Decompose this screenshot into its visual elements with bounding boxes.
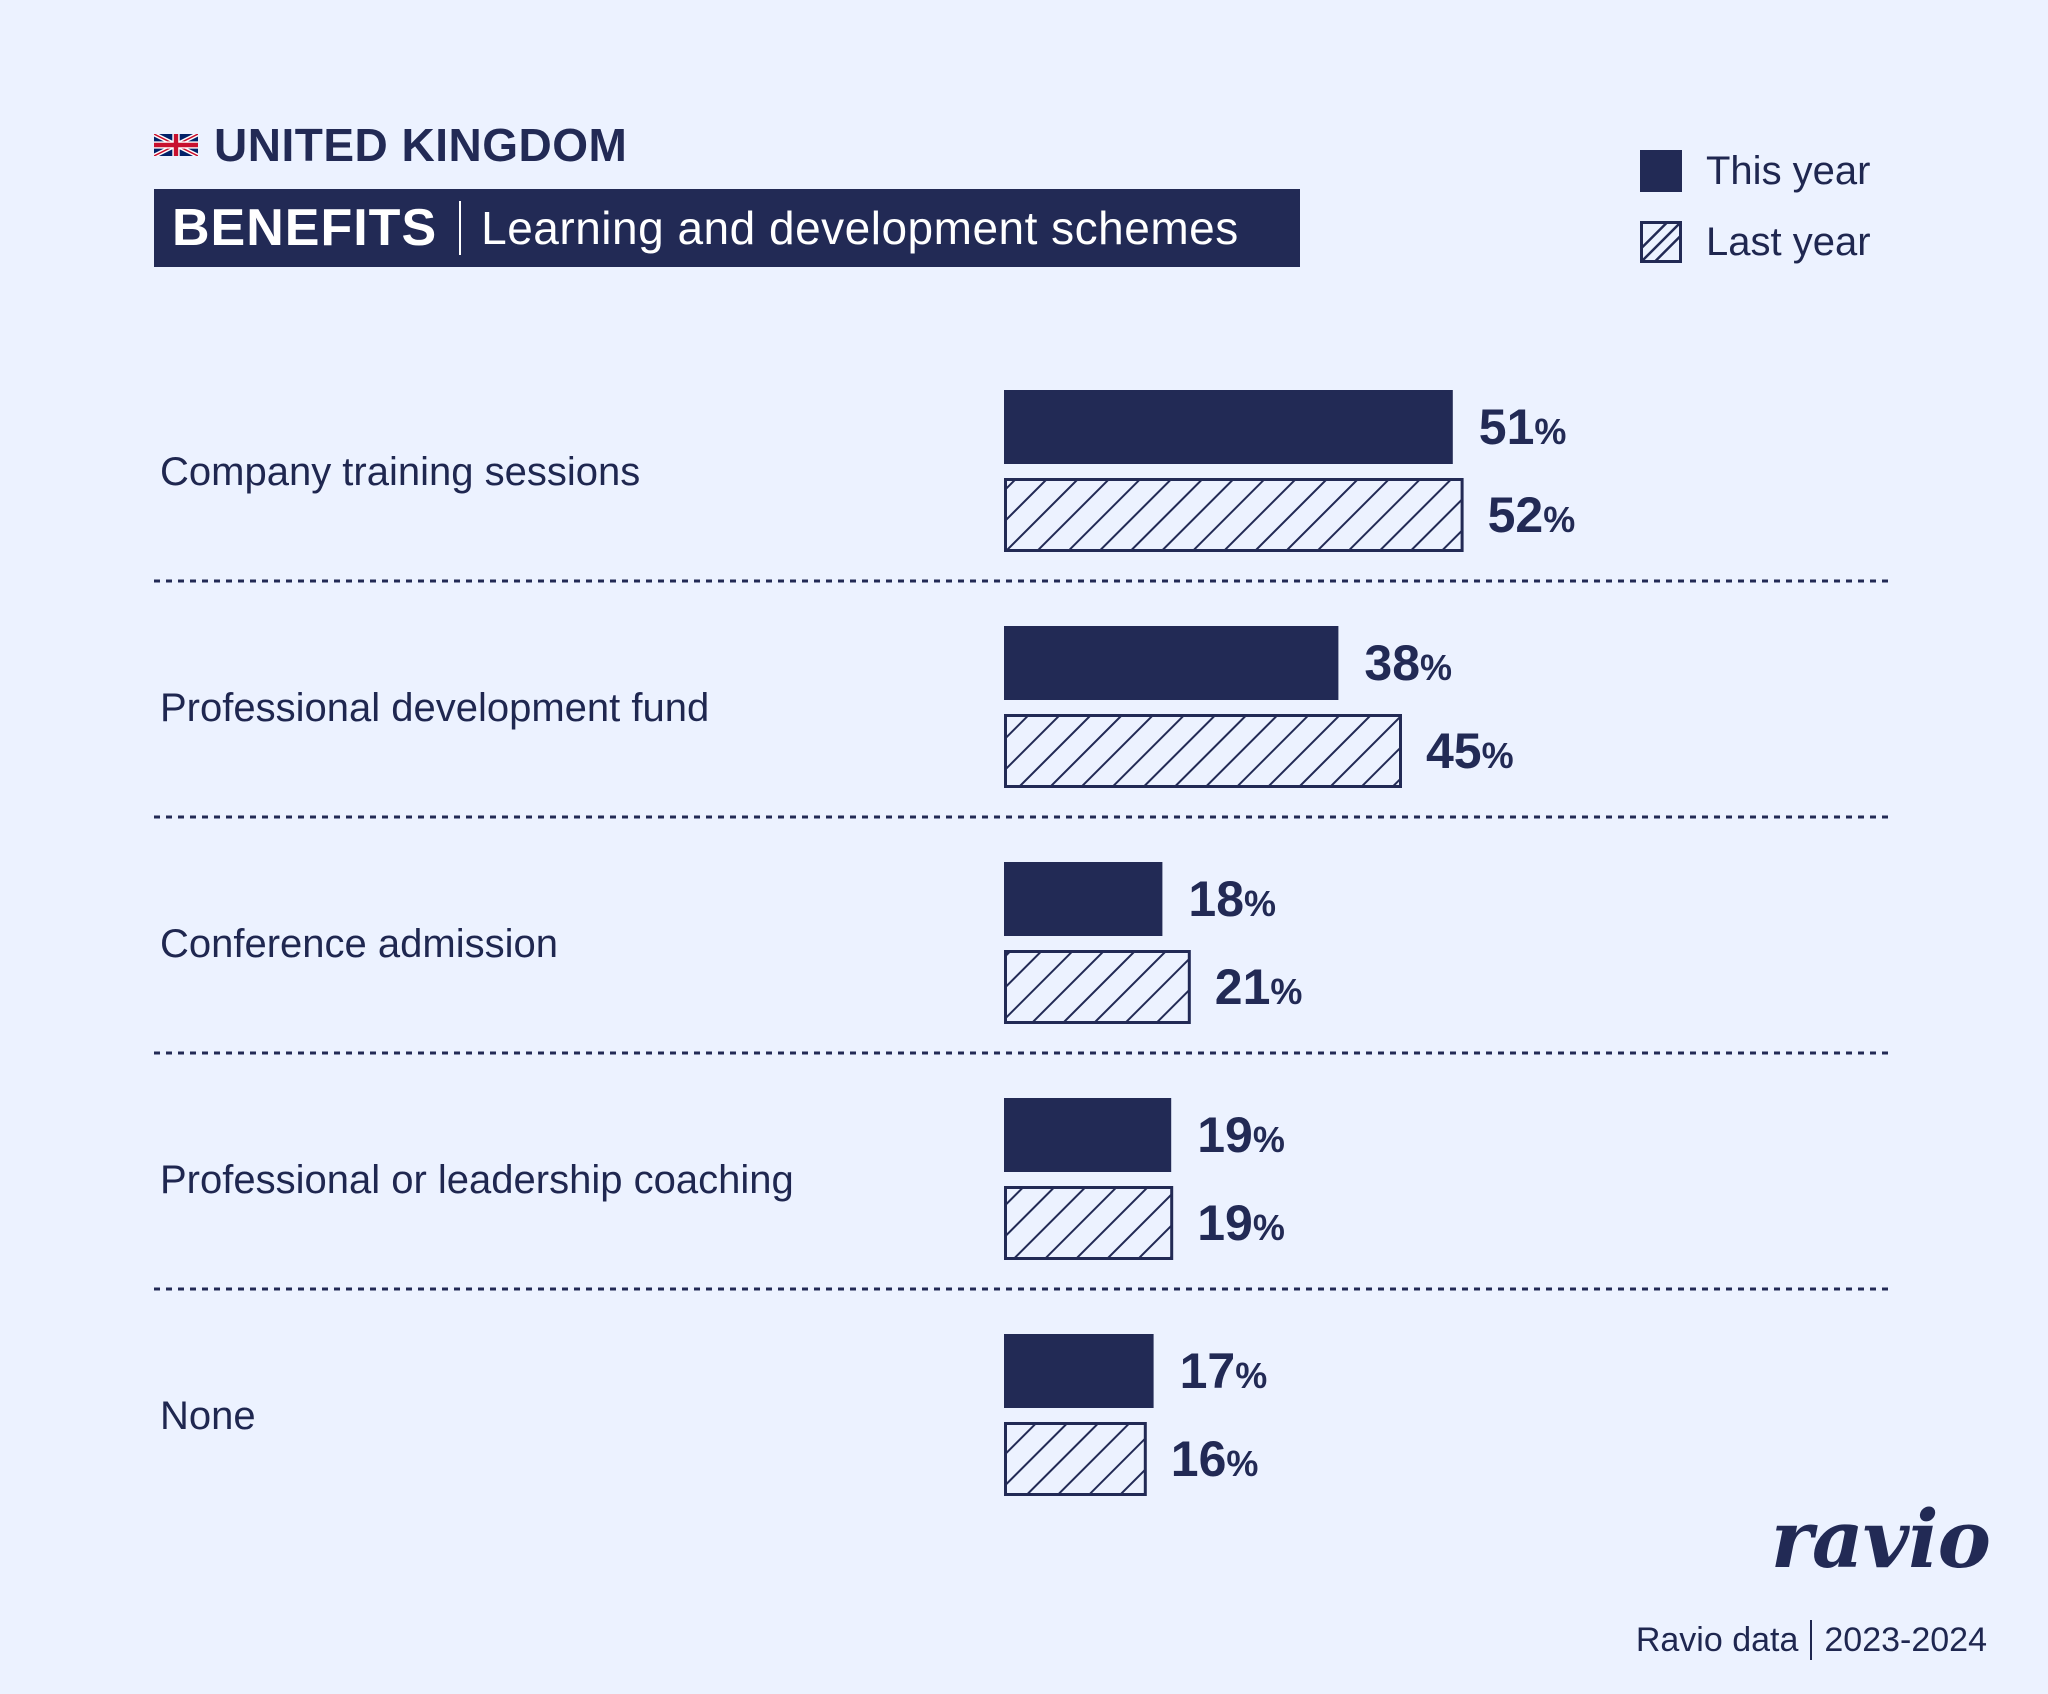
category-label-company-training-sessions: Company training sessions xyxy=(160,450,640,494)
bar-this-year-professional-or-leadership-coaching xyxy=(1004,1098,1172,1172)
bar-last-year-professional-development-fund xyxy=(1004,714,1402,788)
source-label: Ravio data xyxy=(1635,1620,1799,1659)
legend-label-this-year: This year xyxy=(1706,148,1871,193)
value-label-last-year-company-training-sessions: 52% xyxy=(1488,487,1576,543)
chart-subtitle: Learning and development schemes xyxy=(481,202,1239,254)
legend-label-last-year: Last year xyxy=(1706,219,1871,264)
value-label-this-year-conference-admission: 18% xyxy=(1188,871,1276,927)
category-label-professional-or-leadership-coaching: Professional or leadership coaching xyxy=(160,1158,794,1202)
legend-swatch-solid xyxy=(1640,150,1682,192)
legend-item-last-year: Last year xyxy=(1640,217,1871,267)
value-label-this-year-company-training-sessions: 51% xyxy=(1479,399,1567,455)
value-label-last-year-professional-or-leadership-coaching: 19% xyxy=(1197,1195,1285,1251)
bar-this-year-company-training-sessions xyxy=(1004,390,1453,464)
value-label-last-year-professional-development-fund: 45% xyxy=(1426,723,1514,779)
category-label-none: None xyxy=(160,1394,256,1438)
footer-divider xyxy=(1810,1620,1813,1660)
bar-last-year-none xyxy=(1004,1422,1147,1496)
value-label-last-year-none: 16% xyxy=(1171,1431,1259,1487)
country-name: UNITED KINGDOM xyxy=(214,119,628,171)
bar-this-year-professional-development-fund xyxy=(1004,626,1339,700)
category-title: BENEFITS xyxy=(172,199,438,257)
legend: This year Last year xyxy=(1640,146,1871,288)
bar-this-year-none xyxy=(1004,1334,1154,1408)
value-label-this-year-professional-development-fund: 38% xyxy=(1364,635,1452,691)
period-label: 2023-2024 xyxy=(1824,1620,1987,1659)
category-label-conference-admission: Conference admission xyxy=(160,922,558,966)
bar-last-year-conference-admission xyxy=(1004,950,1191,1024)
ravio-logo: ravio xyxy=(1770,1492,1991,1586)
legend-swatch-hatched xyxy=(1640,221,1682,263)
bar-last-year-professional-or-leadership-coaching xyxy=(1004,1186,1174,1260)
bar-last-year-company-training-sessions xyxy=(1004,478,1464,552)
value-label-last-year-conference-admission: 21% xyxy=(1215,959,1303,1015)
title-divider xyxy=(459,201,462,255)
country-heading: UNITED KINGDOM xyxy=(154,118,627,172)
category-label-professional-development-fund: Professional development fund xyxy=(160,686,709,730)
value-label-this-year-none: 17% xyxy=(1180,1343,1268,1399)
value-label-this-year-professional-or-leadership-coaching: 19% xyxy=(1197,1107,1285,1163)
title-banner: BENEFITS Learning and development scheme… xyxy=(154,189,1300,267)
footer-source: Ravio data 2023-2024 xyxy=(1636,1620,1987,1660)
legend-item-this-year: This year xyxy=(1640,146,1871,196)
bar-this-year-conference-admission xyxy=(1004,862,1163,936)
uk-flag-icon xyxy=(154,134,198,156)
